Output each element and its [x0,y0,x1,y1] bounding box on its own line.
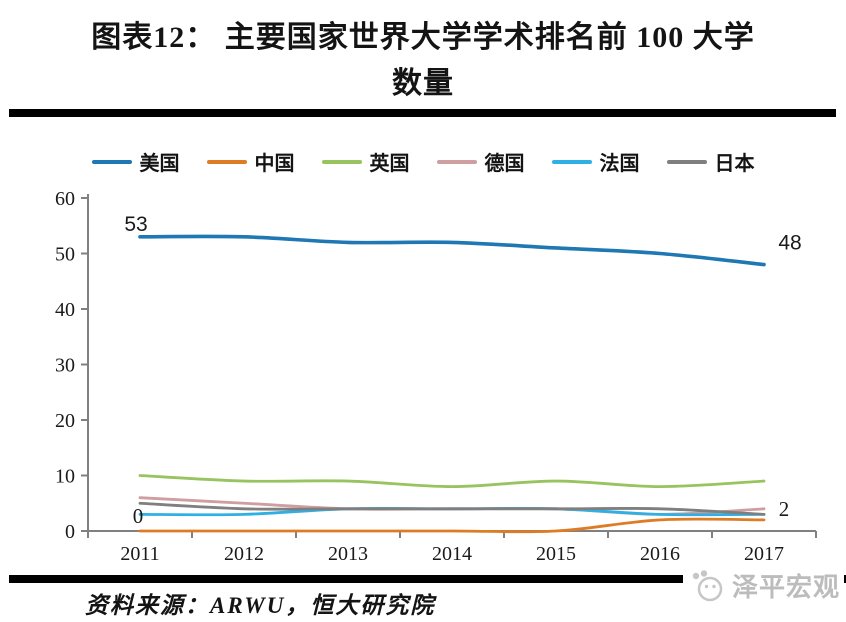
legend-swatch-japan [666,159,707,164]
svg-text:40: 40 [55,299,75,321]
svg-text:2013: 2013 [328,543,368,565]
svg-text:0: 0 [133,504,144,528]
legend-item-japan: 日本 [666,147,755,176]
legend-label-uk: 英国 [369,153,410,175]
legend-item-uk: 英国 [321,147,410,176]
legend-swatch-germany [436,159,477,164]
legend-item-germany: 德国 [436,147,525,176]
legend-swatch-uk [321,159,362,164]
legend-label-us: 美国 [139,153,180,175]
legend-item-france: 法国 [551,147,640,176]
legend-label-japan: 日本 [714,153,755,175]
svg-text:20: 20 [55,410,75,432]
svg-text:2015: 2015 [536,543,576,565]
title-divider [9,109,836,117]
watermark-logo: 泽平宏观 [682,565,844,606]
legend-label-germany: 德国 [484,153,525,175]
legend-item-us: 美国 [91,147,180,176]
svg-text:60: 60 [55,188,75,210]
svg-text:2016: 2016 [640,543,680,565]
svg-text:0: 0 [65,521,75,543]
legend-swatch-china [206,159,247,164]
legend-item-china: 中国 [206,147,295,176]
svg-text:2: 2 [779,497,790,521]
source-note: 资料来源：ARWU，恒大研究院 [85,593,436,618]
watermark-text: 泽平宏观 [731,573,840,602]
svg-text:10: 10 [55,466,75,488]
page-title-line1: 图表12： 主要国家世界大学学术排名前 100 大学 [91,21,755,54]
svg-text:2011: 2011 [120,543,159,565]
legend-label-china: 中国 [254,153,295,175]
svg-text:2012: 2012 [224,543,264,565]
svg-text:2014: 2014 [432,543,472,565]
chart-legend: 美国 中国 英国 德国 法国 日本 [30,147,816,176]
svg-text:50: 50 [55,244,75,266]
svg-text:48: 48 [778,232,801,255]
legend-swatch-france [551,159,592,164]
watermark-mascot-icon [692,569,723,601]
page-title-line2: 数量 [392,67,454,100]
svg-text:53: 53 [124,213,147,236]
legend-swatch-us [91,159,132,164]
legend-label-france: 法国 [599,153,640,175]
footer-divider [9,575,846,583]
svg-text:2017: 2017 [744,543,784,565]
svg-text:30: 30 [55,355,75,377]
